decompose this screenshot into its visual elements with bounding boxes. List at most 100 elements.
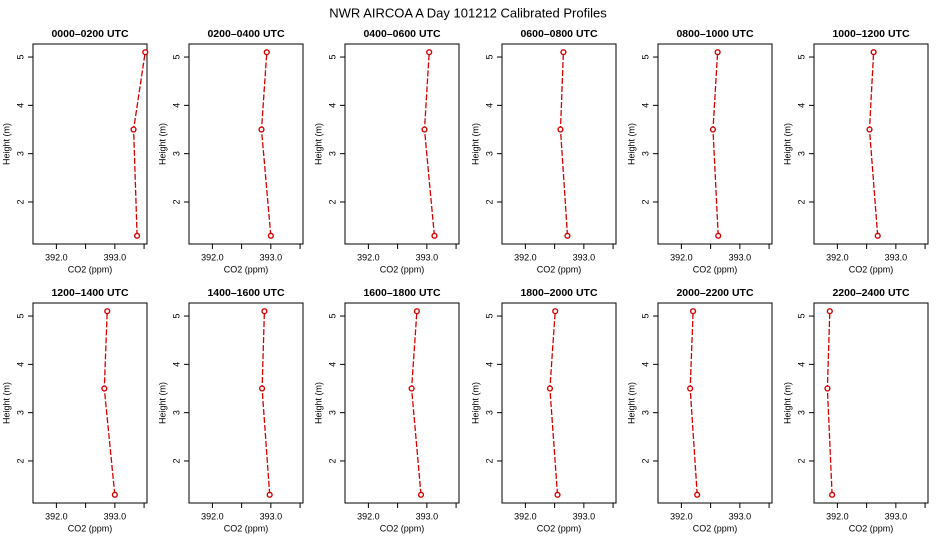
panel-grid: 0000–0200 UTC 392.0 393.0 2 3 4 5 CO2 (ppm) Heig… — [1, 28, 929, 533]
data-point — [258, 385, 266, 392]
y-tick-label: 3 — [484, 151, 494, 156]
data-point — [829, 491, 836, 498]
y-tick-label: 4 — [640, 103, 650, 108]
y-tick-label: 5 — [327, 55, 337, 60]
data-point — [421, 126, 428, 133]
data-point — [104, 308, 111, 315]
data-point — [557, 126, 564, 133]
x-tick-label: 392.0 — [357, 252, 380, 262]
y-axis-label: Height (m) — [626, 123, 636, 165]
y-tick-label: 5 — [796, 314, 806, 319]
y-tick-label: 5 — [640, 314, 650, 319]
y-tick-label: 2 — [640, 458, 650, 463]
x-tick-label: 393.0 — [260, 511, 283, 521]
x-tick-label: 393.0 — [260, 252, 283, 262]
x-axis-label: CO2 (ppm) — [537, 264, 582, 274]
y-tick-label: 3 — [796, 410, 806, 415]
y-tick-label: 5 — [171, 55, 181, 60]
data-point — [130, 126, 137, 133]
y-tick-label: 4 — [327, 103, 337, 108]
plot-frame — [657, 302, 773, 504]
data-point — [426, 49, 433, 56]
data-point — [564, 232, 571, 239]
plot-frame — [188, 302, 304, 504]
plot-frame — [657, 43, 773, 245]
y-tick-label: 2 — [327, 199, 337, 204]
x-tick-label: 393.0 — [885, 511, 908, 521]
y-tick-label: 3 — [640, 151, 650, 156]
x-tick-label: 392.0 — [826, 511, 849, 521]
y-tick-label: 3 — [15, 410, 25, 415]
x-tick-label: 392.0 — [201, 252, 224, 262]
y-axis-label: Height (m) — [470, 123, 480, 165]
data-point — [714, 49, 721, 56]
plot-frame — [501, 43, 617, 245]
x-axis-label: CO2 (ppm) — [693, 523, 738, 533]
plot-frame — [813, 302, 929, 504]
y-tick-label: 4 — [796, 362, 806, 367]
x-tick-label: 392.0 — [670, 252, 693, 262]
y-tick-label: 3 — [484, 410, 494, 415]
y-axis-label: Height (m) — [1, 123, 11, 165]
y-axis-label: Height (m) — [157, 382, 167, 424]
y-tick-label: 2 — [15, 199, 25, 204]
y-tick-label: 3 — [640, 410, 650, 415]
data-point — [267, 232, 274, 239]
y-tick-label: 2 — [640, 199, 650, 204]
y-tick-label: 2 — [484, 199, 494, 204]
x-tick-label: 392.0 — [357, 511, 380, 521]
data-point — [552, 308, 559, 315]
panel-1: 0200–0400 UTC 392.0 393.0 2 3 4 5 CO2 (ppm) Heig… — [157, 28, 304, 274]
data-point — [866, 126, 873, 133]
data-point — [142, 49, 149, 56]
panel-6: 1200–1400 UTC 392.0 393.0 2 3 4 5 CO2 (ppm) Heig… — [1, 287, 148, 533]
x-tick-label: 393.0 — [573, 511, 596, 521]
y-tick-label: 4 — [484, 362, 494, 367]
y-tick-label: 3 — [15, 151, 25, 156]
x-tick-label: 392.0 — [45, 252, 68, 262]
x-tick-label: 392.0 — [514, 511, 537, 521]
data-point — [266, 491, 273, 498]
data-point — [258, 126, 265, 133]
data-point — [263, 49, 270, 56]
y-tick-label: 2 — [15, 458, 25, 463]
y-tick-label: 5 — [484, 55, 494, 60]
x-tick-label: 393.0 — [416, 511, 439, 521]
y-tick-label: 2 — [327, 458, 337, 463]
panel-title: 1000–1200 UTC — [832, 28, 909, 40]
data-point — [417, 491, 425, 498]
y-axis-label: Height (m) — [782, 123, 792, 165]
x-tick-label: 393.0 — [729, 511, 752, 521]
panel-10: 2000–2200 UTC 392.0 393.0 2 3 4 5 CO2 (ppm) Heig… — [626, 287, 773, 533]
y-tick-label: 4 — [171, 103, 181, 108]
plot-frame — [188, 43, 304, 245]
y-tick-label: 3 — [327, 410, 337, 415]
y-axis-label: Height (m) — [782, 382, 792, 424]
x-tick-label: 392.0 — [514, 252, 537, 262]
y-tick-label: 5 — [171, 314, 181, 319]
data-point — [111, 491, 118, 498]
data-point — [261, 308, 268, 315]
data-point — [560, 49, 567, 56]
y-tick-label: 2 — [171, 458, 181, 463]
y-tick-label: 3 — [327, 151, 337, 156]
y-tick-label: 4 — [171, 362, 181, 367]
y-tick-label: 2 — [171, 199, 181, 204]
y-tick-label: 4 — [327, 362, 337, 367]
data-point — [431, 232, 438, 239]
panel-4: 0800–1000 UTC 392.0 393.0 2 3 4 5 CO2 (ppm) Heig… — [626, 28, 773, 274]
x-axis-label: CO2 (ppm) — [380, 523, 425, 533]
panel-5: 1000–1200 UTC 392.0 393.0 2 3 4 5 CO2 (ppm) Heig… — [782, 28, 929, 274]
y-tick-label: 4 — [640, 362, 650, 367]
panel-title: 0200–0400 UTC — [207, 28, 284, 40]
x-axis-label: CO2 (ppm) — [224, 523, 269, 533]
y-axis-label: Height (m) — [1, 382, 11, 424]
panel-11: 2200–2400 UTC 392.0 393.0 2 3 4 5 CO2 (ppm) Heig… — [782, 287, 929, 533]
y-tick-label: 3 — [171, 151, 181, 156]
y-tick-label: 4 — [796, 103, 806, 108]
x-tick-label: 392.0 — [45, 511, 68, 521]
data-point — [408, 385, 415, 392]
panel-title: 2000–2200 UTC — [676, 287, 753, 299]
